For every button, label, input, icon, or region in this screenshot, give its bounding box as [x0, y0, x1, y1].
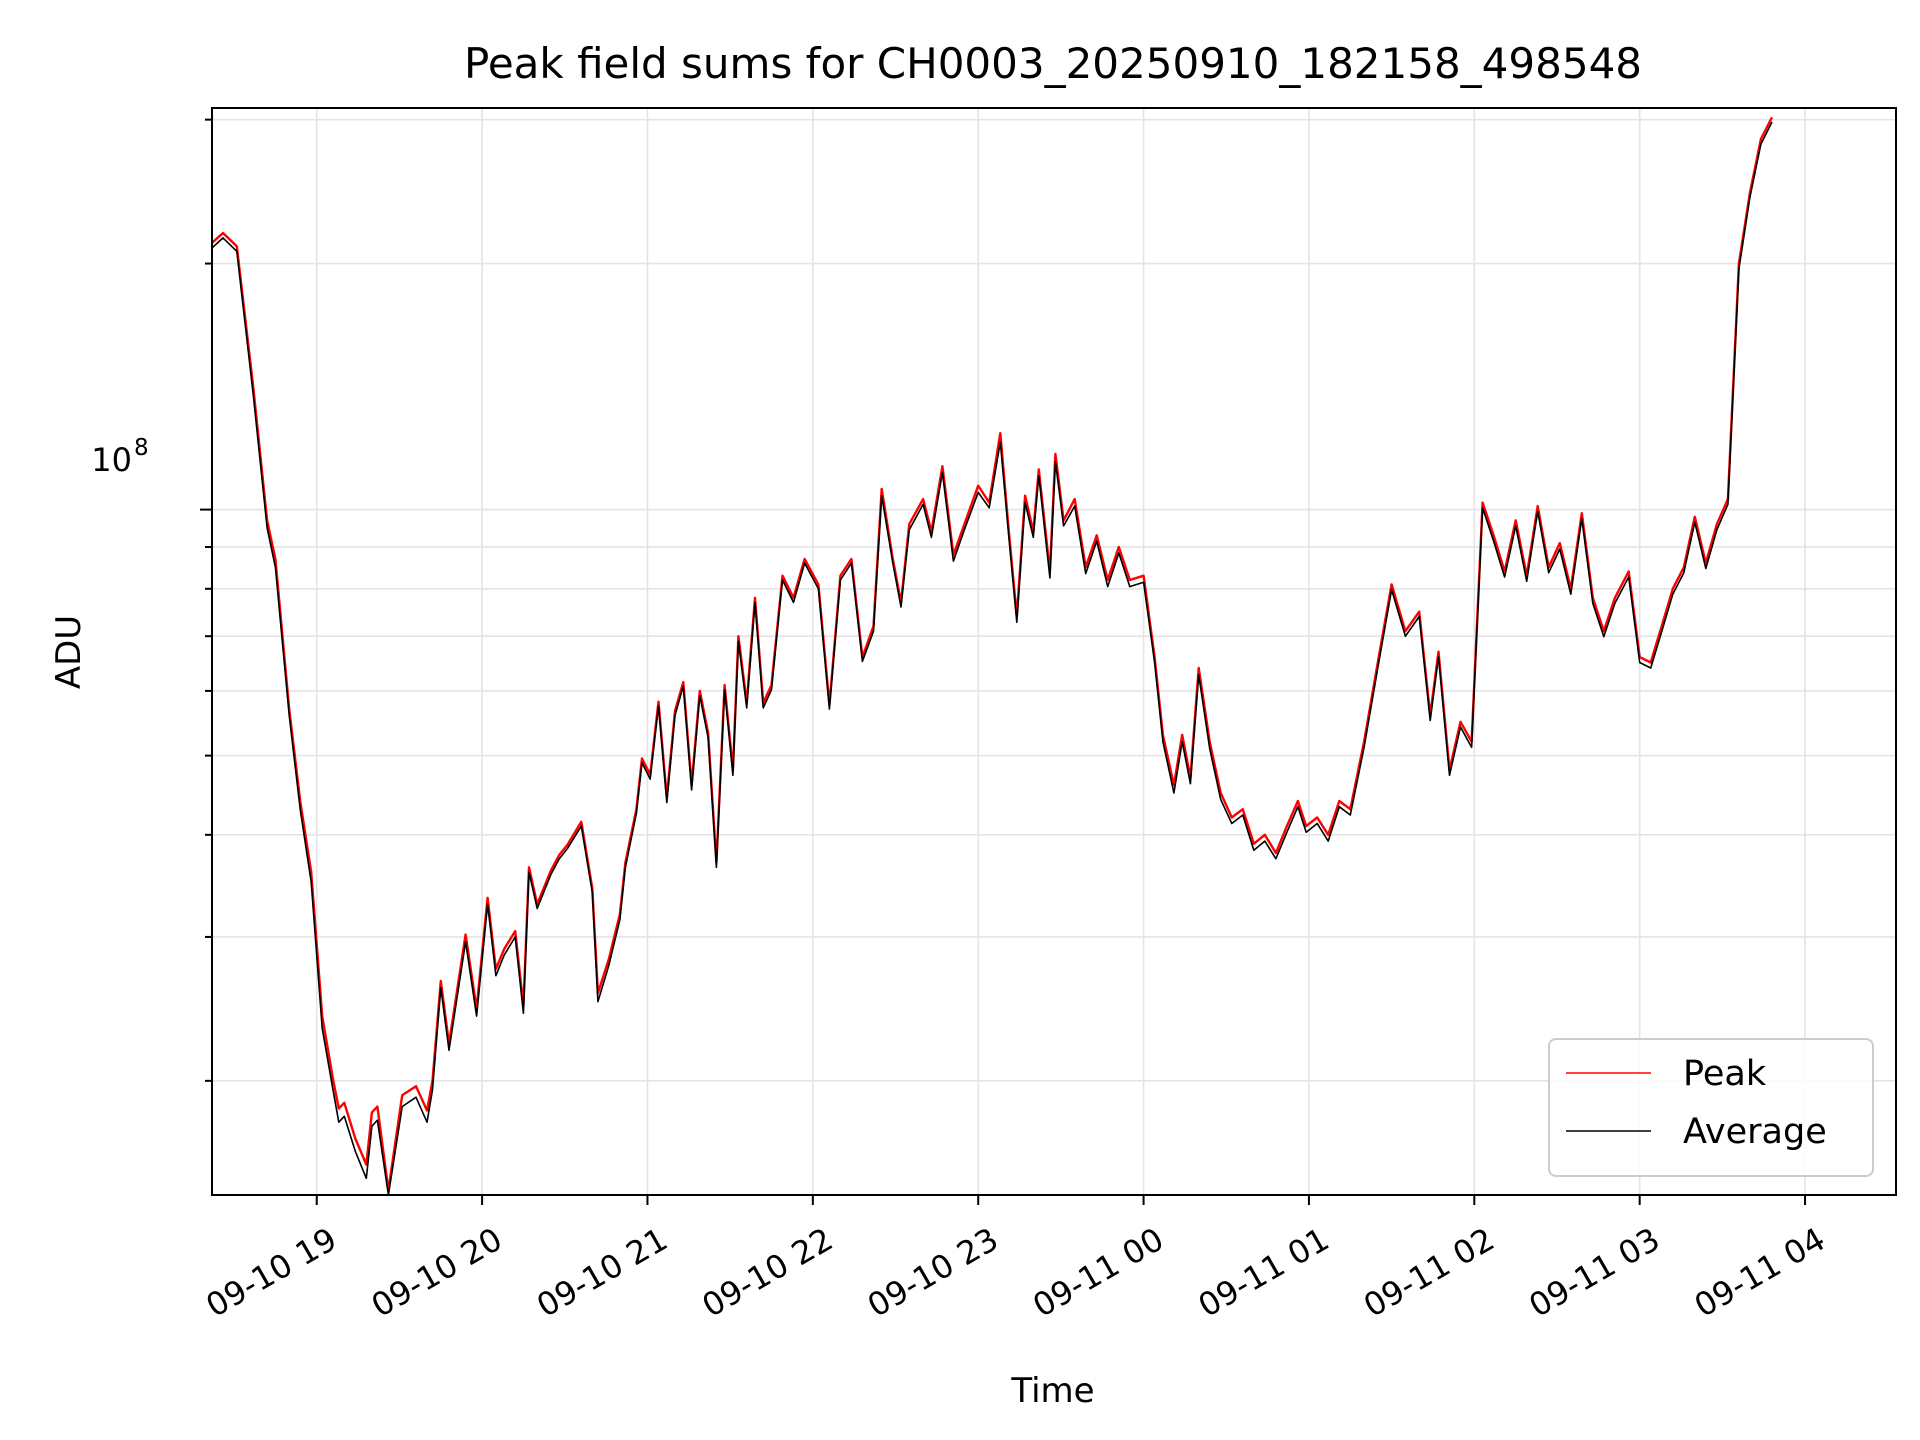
chart-title: Peak field sums for CH0003_20250910_1821…	[464, 39, 1642, 88]
x-tick-label: 09-10 19	[200, 1220, 344, 1325]
series-lines	[212, 116, 1774, 1195]
y-axis-label: ADU	[49, 615, 89, 689]
y-axis-ticks	[200, 118, 212, 1082]
legend: Peak Average	[1548, 1038, 1874, 1177]
x-tick-label: 09-10 20	[365, 1220, 509, 1325]
y-tick-label-base: 10	[91, 441, 132, 479]
plot-frame	[211, 107, 1897, 1196]
y-axis-major-label: 10 8	[91, 435, 148, 479]
x-tick-label: 09-10 22	[696, 1220, 840, 1325]
x-tick-label: 09-11 04	[1688, 1220, 1832, 1325]
x-tick-label: 09-11 01	[1192, 1220, 1336, 1325]
series-line-average	[212, 121, 1773, 1195]
y-tick-label-exponent: 8	[134, 435, 149, 461]
x-tick-label: 09-11 02	[1357, 1220, 1501, 1325]
legend-label-average: Average	[1683, 1112, 1827, 1152]
grid	[212, 108, 1896, 1195]
x-tick-label: 09-11 00	[1026, 1220, 1170, 1325]
legend-label-peak: Peak	[1683, 1054, 1767, 1094]
x-tick-label: 09-11 03	[1522, 1220, 1666, 1325]
x-tick-label: 09-10 21	[530, 1220, 674, 1325]
x-axis-ticks: 09-10 19 09-10 20 09-10 21 09-10 22 09-10 23…	[200, 1195, 1832, 1325]
x-axis-label: Time	[1010, 1371, 1094, 1411]
x-tick-label: 09-10 23	[861, 1220, 1005, 1325]
